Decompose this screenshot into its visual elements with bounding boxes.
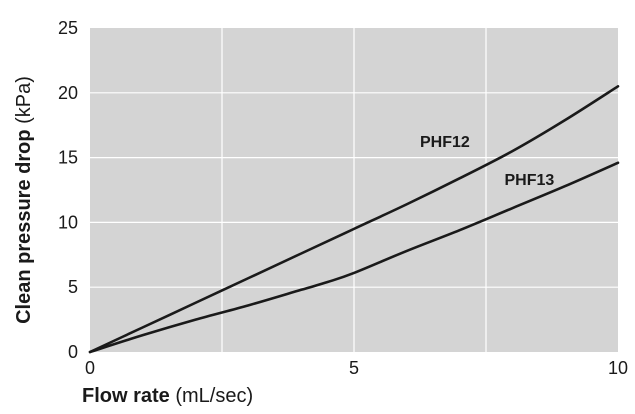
y-tick-label: 20 [58, 83, 78, 103]
x-axis-label: Flow rate (mL/sec) [82, 385, 253, 407]
y-tick-labels: 0 5 10 15 20 25 [58, 18, 78, 362]
y-tick-label: 25 [58, 18, 78, 38]
series-lines [88, 85, 620, 354]
x-tick-label: 5 [349, 358, 359, 378]
y-tick-label: 15 [58, 148, 78, 168]
y-tick-label: 5 [68, 277, 78, 297]
y-axis-label-main: Clean pressure drop [13, 129, 35, 324]
y-tick-label: 0 [68, 342, 78, 362]
x-tick-label: 10 [608, 358, 628, 378]
y-axis-label: Clean pressure drop (kPa) [13, 76, 35, 324]
x-tick-labels: 0 5 10 [85, 358, 628, 378]
series-labels: PHF12 PHF13 [420, 134, 554, 189]
series-line-phf13 [88, 161, 620, 354]
series-label-phf12: PHF12 [420, 134, 470, 151]
y-tick-label: 10 [58, 212, 78, 232]
x-axis-label-main: Flow rate [82, 385, 170, 407]
x-axis-label-unit: (mL/sec) [170, 385, 253, 407]
x-tick-label: 0 [85, 358, 95, 378]
series-label-phf13: PHF13 [504, 172, 554, 189]
y-axis-label-unit: (kPa) [13, 76, 35, 129]
grid-lines [90, 28, 618, 352]
series-line-phf12 [88, 85, 620, 354]
